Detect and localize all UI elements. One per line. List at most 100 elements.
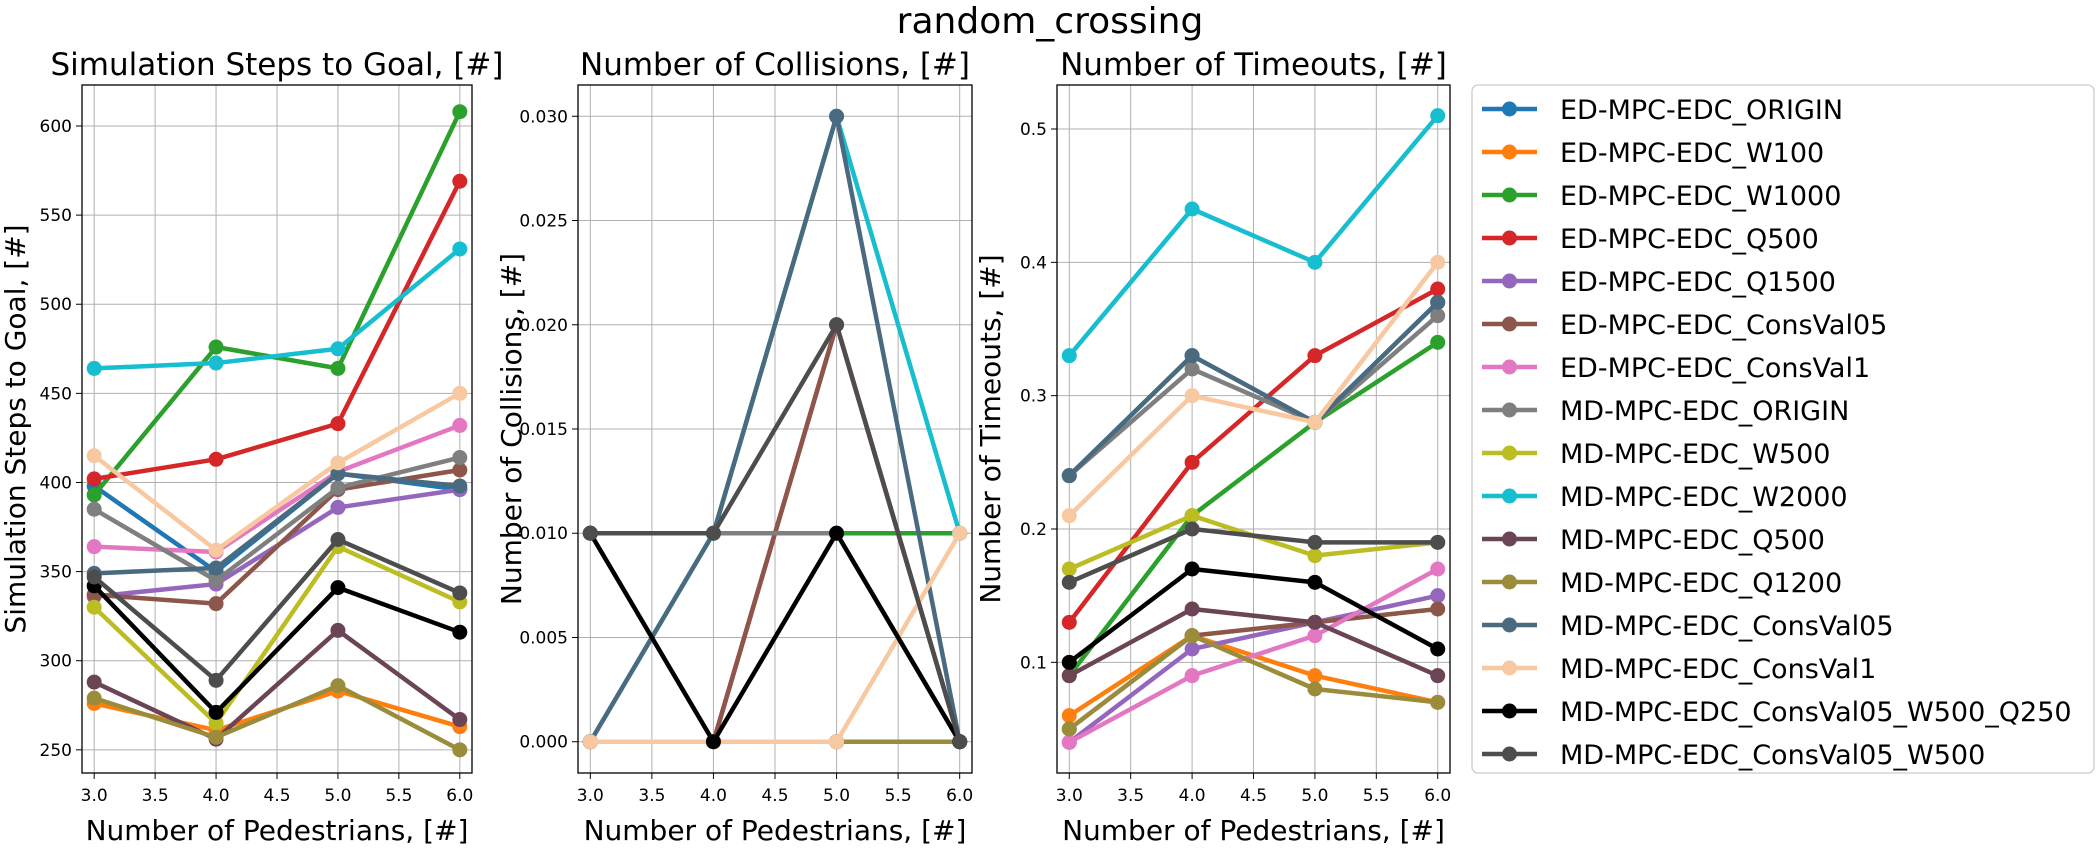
- x-axis-label: Number of Pedestrians, [#]: [86, 814, 469, 847]
- data-point: [1307, 628, 1323, 644]
- y-tick-label: 0.3: [1020, 387, 1047, 407]
- legend-item: MD-MPC-EDC_Q500: [1482, 525, 1825, 556]
- y-axis-label: Simulation Steps to Goal, [#]: [0, 224, 32, 633]
- series-line-md-mpc-edc-w500: [92, 544, 461, 726]
- series-line-ed-mpc-edc-w1000: [1067, 340, 1439, 678]
- legend-label: ED-MPC-EDC_ORIGIN: [1560, 95, 1843, 126]
- series-line-md-mpc-edc-consval05-w500: [590, 322, 962, 743]
- data-point: [86, 487, 102, 503]
- data-point: [452, 478, 468, 494]
- data-point: [330, 532, 346, 548]
- legend-item: ED-MPC-EDC_W100: [1482, 138, 1824, 169]
- data-point: [330, 480, 346, 496]
- data-point: [86, 599, 102, 615]
- legend-marker: [1502, 316, 1517, 332]
- y-tick-label: 400: [40, 473, 72, 493]
- data-point: [1061, 508, 1077, 524]
- data-point: [829, 108, 845, 124]
- series-line-md-mpc-edc-consval1: [1067, 260, 1440, 518]
- legend-item: MD-MPC-EDC_ConsVal05_W500: [1482, 740, 1985, 771]
- data-point: [86, 690, 102, 706]
- legend-label: ED-MPC-EDC_Q1500: [1560, 267, 1836, 298]
- x-axis-label: Number of Pedestrians, [#]: [584, 814, 967, 847]
- legend-marker: [1502, 273, 1517, 289]
- data-point: [208, 560, 224, 576]
- chart-panel-1: 3.0 3.5 4.0 4.5 5.0 5.5 6.0 250 300 350 400 450 500 5…: [0, 47, 504, 847]
- data-point: [1430, 294, 1446, 310]
- data-point: [208, 573, 224, 589]
- grid: [1057, 85, 1450, 773]
- data-point: [1430, 281, 1446, 297]
- y-axis-label: Number of Collisions, [#]: [495, 253, 528, 605]
- series-line-md-mpc-edc-consval05: [94, 471, 461, 576]
- data-point: [86, 448, 102, 464]
- legend-marker: [1502, 703, 1517, 719]
- legend-label: MD-MPC-EDC_ConsVal1: [1560, 654, 1876, 685]
- data-point: [1430, 334, 1446, 350]
- legend-label: ED-MPC-EDC_W100: [1560, 138, 1824, 169]
- y-tick-label: 0.010: [519, 524, 568, 544]
- series-line-md-mpc-edc-consval05-w500-q250: [588, 530, 962, 744]
- legend-marker: [1502, 574, 1517, 590]
- data-point: [1430, 308, 1446, 324]
- data-point: [86, 569, 102, 585]
- legend-item: ED-MPC-EDC_ConsVal05: [1482, 310, 1887, 341]
- legend-label: MD-MPC-EDC_ConsVal05_W500_Q250: [1560, 697, 2072, 728]
- data-point: [829, 525, 845, 541]
- legend-marker: [1502, 445, 1517, 461]
- data-point: [1061, 348, 1077, 364]
- series-line-md-mpc-edc-q500: [93, 628, 462, 742]
- legend-marker: [1502, 359, 1517, 375]
- legend-marker: [1502, 230, 1517, 246]
- legend-marker: [1502, 617, 1517, 633]
- data-point: [452, 585, 468, 601]
- data-point: [1307, 681, 1323, 697]
- data-point: [330, 580, 346, 596]
- data-point: [1430, 601, 1446, 617]
- x-tick-label: 3.0: [1056, 786, 1083, 806]
- data-point: [452, 385, 468, 401]
- legend-label: MD-MPC-EDC_W500: [1560, 439, 1830, 470]
- legend-label: ED-MPC-EDC_W1000: [1560, 181, 1841, 212]
- data-point: [1307, 534, 1323, 550]
- legend-label: MD-MPC-EDC_ConsVal05_W500: [1560, 740, 1985, 771]
- x-tick-label: 5.0: [324, 786, 351, 806]
- data-point: [1184, 601, 1200, 617]
- legend-item: MD-MPC-EDC_Q1200: [1482, 568, 1842, 599]
- data-point: [1184, 454, 1200, 470]
- x-tick-label: 6.0: [446, 786, 473, 806]
- data-point: [1307, 668, 1323, 684]
- data-point: [829, 317, 845, 333]
- y-tick-label: 0.030: [519, 107, 568, 127]
- y-tick-label: 300: [40, 652, 72, 672]
- legend-marker: [1502, 101, 1517, 117]
- y-tick-label: 0.4: [1020, 253, 1047, 273]
- series-line-md-mpc-edc-origin: [93, 455, 461, 583]
- legend-label: ED-MPC-EDC_Q500: [1560, 224, 1819, 255]
- y-tick-label: 450: [40, 384, 72, 404]
- x-tick-label: 4.0: [1179, 786, 1206, 806]
- data-point: [1307, 348, 1323, 364]
- data-point: [1184, 521, 1200, 537]
- data-point: [1061, 561, 1077, 577]
- legend-marker: [1502, 746, 1517, 762]
- data-point: [86, 501, 102, 517]
- x-tick-label: 5.0: [1301, 786, 1328, 806]
- x-tick-label: 3.0: [81, 786, 108, 806]
- data-point: [952, 734, 968, 750]
- panel-title: Number of Timeouts, [#]: [1060, 47, 1447, 83]
- data-point: [1307, 254, 1323, 270]
- chart-panel-3: 3.0 3.5 4.0 4.5 5.0 5.5 6.0 0.1 0.2 0.3 0.4 0.5 Numb…: [974, 47, 1451, 847]
- axes-frame: [1056, 84, 1451, 774]
- series-line-md-mpc-edc-consval05-w500-q250: [92, 584, 461, 715]
- data-point: [1184, 668, 1200, 684]
- chart-panel-2: 3.0 3.5 4.0 4.5 5.0 5.5 6.0 0.000 0.005 0.010 0.01…: [495, 47, 973, 847]
- data-point: [1061, 721, 1077, 737]
- x-tick-label: 6.0: [1424, 786, 1451, 806]
- legend-label: ED-MPC-EDC_ConsVal05: [1560, 310, 1887, 341]
- legend-item: MD-MPC-EDC_W2000: [1482, 482, 1848, 513]
- legend-marker: [1502, 144, 1517, 160]
- data-point: [452, 173, 468, 189]
- data-point: [86, 471, 102, 487]
- panel-title: Simulation Steps to Goal, [#]: [50, 47, 503, 83]
